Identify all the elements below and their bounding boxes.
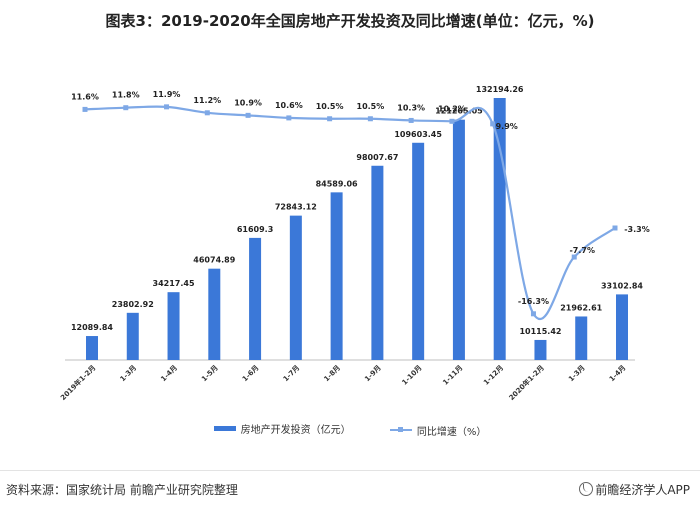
x-tick-label: 1-3月 — [567, 364, 587, 384]
bar-mark — [452, 119, 465, 360]
bar-mark — [575, 316, 588, 360]
x-tick-label: 1-4月 — [608, 364, 628, 384]
bar-mark — [289, 215, 302, 360]
growth-value-label: 11.6% — [71, 92, 99, 101]
x-tick-label: 1-3月 — [119, 364, 139, 384]
brand-logo-icon — [579, 482, 594, 496]
chart-legend: 房地产开发投资（亿元） 同比增速（%） — [0, 421, 700, 438]
growth-value-label: -7.7% — [569, 246, 595, 255]
bar-value-label: 132194.26 — [476, 85, 524, 94]
investment-growth-chart: 12089.84 23802.92 34217.45 46074.89 61609.3 7… — [58, 85, 650, 402]
growth-value-label: 9.9% — [496, 122, 518, 131]
chart-title: 图表3：2019-2020年全国房地产开发投资及同比增速(单位：亿元，%) — [105, 12, 595, 30]
legend-line-swatch — [389, 427, 412, 432]
bar-mark — [412, 142, 425, 360]
bar-value-label: 72843.12 — [275, 203, 317, 212]
x-tick-label: 1-7月 — [282, 364, 302, 384]
bar-value-label: 21962.61 — [560, 303, 602, 312]
growth-value-label: 10.5% — [357, 102, 385, 111]
growth-point — [286, 115, 292, 121]
footer-brand-text: 前瞻经济学人APP — [595, 483, 690, 497]
growth-value-label: 11.2% — [193, 96, 221, 105]
growth-point — [490, 121, 496, 127]
bar-value-label: 46074.89 — [193, 256, 235, 265]
x-tick-label: 1-10月 — [401, 364, 424, 387]
x-tick-label: 1-8月 — [322, 364, 342, 384]
growth-point — [530, 311, 536, 317]
bar-value-label: 23802.92 — [112, 300, 154, 309]
x-tick-label: 2020年1-2月 — [507, 363, 546, 402]
growth-value-label: 11.8% — [112, 91, 140, 100]
bar-mark — [208, 268, 221, 360]
footer-divider — [0, 470, 700, 471]
bar-value-label: 10115.42 — [519, 327, 561, 336]
x-tick-label: 1-11月 — [441, 364, 464, 387]
growth-point — [164, 104, 170, 110]
growth-point — [82, 106, 88, 112]
x-tick-label: 1-9月 — [363, 364, 383, 384]
legend-item-growth: 同比增速（%） — [389, 423, 487, 438]
x-tick-label: 1-12月 — [482, 364, 505, 387]
bar-value-label: 61609.3 — [237, 225, 273, 234]
bar-value-label: 12089.84 — [71, 323, 113, 332]
footer-brand: 前瞻经济学人APP — [579, 481, 690, 498]
growth-value-label: 10.6% — [275, 101, 303, 110]
footer-source: 资料来源：国家统计局 前瞻产业研究院整理 — [6, 483, 238, 497]
bar-value-label: 109603.45 — [394, 130, 442, 139]
bar-mark — [371, 165, 384, 360]
growth-value-label: -16.3% — [518, 297, 549, 306]
growth-point — [571, 254, 577, 260]
bar-mark — [616, 294, 628, 360]
growth-value-label: 10.9% — [234, 98, 262, 107]
growth-point — [204, 110, 210, 116]
growth-value-label: 10.2% — [438, 104, 466, 113]
growth-point — [245, 112, 251, 118]
legend-bar-swatch — [213, 426, 236, 431]
legend-item-investment: 房地产开发投资（亿元） — [213, 421, 351, 436]
bar-value-label: 84589.06 — [316, 179, 358, 188]
bar-mark — [534, 339, 547, 360]
bar-value-label: 121265.05 — [435, 107, 483, 116]
growth-value-label: 10.5% — [316, 102, 344, 111]
bar-mark — [330, 192, 343, 360]
bar-value-label: 33102.84 — [601, 281, 643, 290]
growth-point — [408, 117, 414, 123]
x-tick-label: 1-5月 — [200, 364, 220, 384]
bar-mark — [126, 312, 139, 360]
x-tick-label: 1-4月 — [159, 364, 179, 384]
growth-point — [449, 118, 455, 124]
growth-value-label: -3.3% — [624, 225, 650, 234]
bar-value-label: 34217.45 — [153, 279, 195, 288]
bar-mark — [493, 98, 506, 360]
bar-mark — [86, 336, 98, 360]
x-tick-label: 1-6月 — [241, 364, 261, 384]
bar-mark — [249, 237, 262, 360]
growth-point — [327, 116, 333, 122]
growth-value-label: 11.9% — [153, 90, 181, 99]
growth-point — [123, 105, 129, 111]
x-tick-label: 2019年1-2月 — [58, 363, 97, 402]
growth-point — [367, 116, 373, 122]
bar-value-label: 98007.67 — [356, 153, 398, 162]
growth-point — [612, 225, 618, 231]
bar-mark — [167, 292, 180, 360]
growth-value-label: 10.3% — [397, 103, 425, 112]
legend-label-investment: 房地产开发投资（亿元） — [240, 425, 351, 436]
legend-label-growth: 同比增速（%） — [416, 426, 487, 438]
